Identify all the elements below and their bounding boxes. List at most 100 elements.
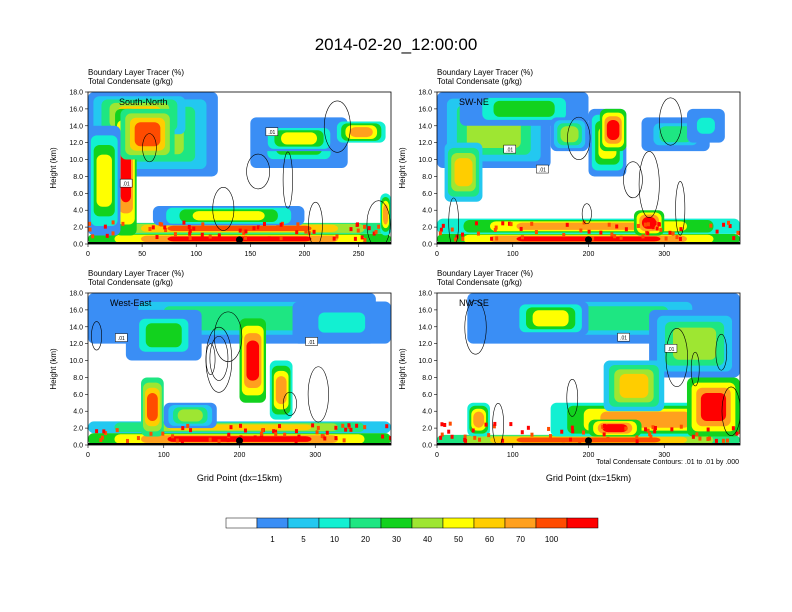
tracer-cell	[367, 226, 371, 231]
panel-subtitle-condensate: Total Condensate (g/kg)	[437, 77, 522, 86]
tracer-cell	[278, 424, 282, 429]
tracer-patch	[672, 327, 717, 360]
y-tick-label: 6.0	[422, 392, 432, 399]
x-tick-label: 50	[138, 251, 146, 258]
y-tick-label: 2.0	[422, 426, 432, 433]
y-tick-label: 8.0	[422, 174, 432, 181]
tracer-cell	[388, 436, 391, 441]
tracer-cell	[501, 438, 505, 443]
x-tick-label: 100	[507, 452, 519, 459]
condensate-contour	[246, 153, 271, 190]
x-tick-label: 0	[435, 251, 439, 258]
condensate-contour	[721, 386, 740, 436]
tracer-cell	[267, 236, 271, 241]
condensate-contour	[567, 116, 591, 160]
tracer-cell	[455, 234, 459, 239]
tracer-cell	[100, 435, 104, 440]
y-tick-label: 2.0	[73, 426, 83, 433]
tracer-patch	[246, 340, 260, 381]
tracer-cell	[490, 236, 494, 241]
colorbar-label: 70	[516, 535, 525, 544]
tracer-cell	[493, 227, 497, 232]
tracer-cell	[637, 438, 641, 443]
condensate-contour	[91, 321, 102, 351]
y-tick-label: 10.0	[69, 157, 83, 164]
colorbar-swatch	[535, 517, 568, 529]
panel-subtitle-tracer: Boundary Layer Tracer (%)	[437, 269, 533, 278]
tracer-cell	[641, 234, 645, 239]
tracer-cell	[121, 221, 125, 226]
tracer-cell	[715, 229, 719, 234]
tracer-cell	[161, 431, 165, 436]
colorbar-swatch	[411, 517, 444, 529]
contour-label: .01	[503, 144, 516, 154]
tracer-cell	[217, 439, 221, 444]
tracer-cell	[494, 225, 498, 230]
tracer-cell	[360, 235, 364, 240]
tracer-cell	[188, 236, 192, 241]
tracer-cell	[671, 231, 675, 236]
tracer-cell	[182, 220, 186, 225]
colorbar-label: 5	[301, 535, 306, 544]
colorbar-swatch	[349, 517, 382, 529]
tracer-cell	[334, 436, 338, 441]
contour-label: .01	[115, 333, 128, 342]
tracer-cell	[534, 229, 538, 234]
tracer-cell	[332, 236, 336, 241]
y-tick-label: 0.0	[422, 443, 432, 450]
y-axis-label: Height (km)	[49, 147, 58, 189]
location-marker	[236, 437, 243, 445]
location-marker	[585, 437, 592, 445]
y-tick-label: 18.0	[418, 90, 432, 97]
tracer-cell	[659, 227, 663, 232]
y-tick-label: 12.0	[69, 341, 83, 348]
tracer-cell	[242, 231, 246, 236]
contour-label: .01	[664, 344, 678, 353]
panel-west-east: .01 .01 0.0 2.0 4.0 6.0 8.0 10.0 12.0 14.0 16.0 18.…	[49, 269, 392, 483]
tracer-cell	[385, 424, 389, 429]
tracer-cell	[706, 436, 710, 441]
tracer-cell	[548, 434, 552, 439]
tracer-cell	[448, 421, 452, 426]
tracer-cell	[377, 224, 381, 229]
panel-subtitle-condensate: Total Condensate (g/kg)	[437, 278, 522, 287]
tracer-cell	[570, 425, 574, 430]
tracer-cell	[520, 430, 524, 435]
colorbar-label: 1	[270, 535, 275, 544]
tracer-cell	[136, 436, 140, 441]
panel-subtitle-tracer: Boundary Layer Tracer (%)	[88, 68, 184, 77]
tracer-cell	[708, 436, 712, 441]
condensate-contour	[492, 402, 505, 445]
tracer-cell	[578, 439, 582, 444]
svg-text:.01: .01	[118, 336, 125, 342]
tracer-cell	[244, 235, 248, 240]
panel-nw-se: .01 .01 0.0 2.0 4.0 6.0 8.0 10.0 12.0 14.0 16.0 18.…	[398, 269, 741, 483]
tracer-cell	[126, 438, 130, 443]
condensate-contour	[638, 151, 660, 218]
tracer-cell	[187, 224, 191, 229]
tracer-cell	[111, 231, 115, 236]
tracer-cell	[239, 423, 243, 428]
tracer-cell	[655, 226, 659, 231]
tracer-field: .01 .01	[437, 293, 740, 445]
y-tick-label: 8.0	[422, 375, 432, 382]
tracer-cell	[342, 438, 346, 443]
y-tick-label: 16.0	[69, 106, 83, 113]
tracer-cell	[208, 437, 212, 442]
colorbar-swatch	[256, 517, 289, 529]
colorbar-swatch	[442, 517, 475, 529]
tracer-cell	[646, 428, 650, 433]
tracer-patch	[532, 310, 569, 327]
figure-title: 2014-02-20_12:00:00	[315, 35, 478, 54]
tracer-cell	[587, 229, 591, 234]
tracer-cell	[259, 226, 263, 231]
contour-note: Total Condensate Contours: .01 to .01 by…	[596, 459, 739, 466]
tracer-cell	[186, 423, 190, 428]
tracer-field: .01 .01	[88, 293, 391, 445]
location-marker	[236, 236, 243, 244]
tracer-patch	[318, 312, 366, 333]
tracer-cell	[484, 422, 488, 427]
tracer-cell	[636, 223, 640, 228]
x-axis-label: Grid Point (dx=15km)	[197, 473, 282, 483]
